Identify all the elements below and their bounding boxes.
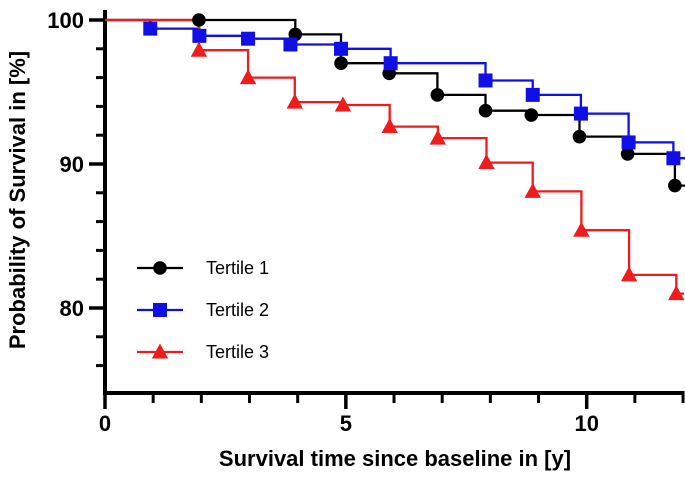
data-point-marker: [478, 154, 495, 170]
data-point-marker: [286, 93, 303, 109]
legend-item-tertile-1: Tertile 1: [137, 257, 269, 279]
triangle-marker-icon: [137, 341, 183, 363]
markers-tertile-2: [143, 21, 681, 166]
x-tick-label: 10: [574, 411, 598, 436]
data-point-marker: [190, 41, 208, 57]
circle-marker-icon: [137, 257, 183, 279]
data-point-marker: [381, 118, 398, 134]
y-tick-label: 80: [60, 296, 84, 321]
legend-item-tertile-3: Tertile 3: [137, 341, 269, 363]
data-point-marker: [153, 261, 167, 275]
data-point-marker: [524, 182, 541, 198]
x-tick-label: 0: [99, 411, 111, 436]
data-point-marker: [153, 303, 167, 317]
markers-tertile-3: [190, 41, 685, 301]
data-point-marker: [383, 56, 398, 71]
data-point-marker: [620, 266, 638, 282]
legend: Tertile 1 Tertile 2 Tertile 3: [137, 257, 269, 363]
markers-tertile-1: [192, 13, 682, 193]
data-point-marker: [241, 31, 256, 46]
circle-legend-key: [137, 261, 183, 275]
data-point-marker: [334, 41, 349, 56]
square-legend-key: [137, 303, 183, 317]
data-point-marker: [524, 108, 539, 122]
data-point-marker: [334, 56, 348, 70]
data-point-marker: [429, 129, 447, 145]
data-point-marker: [525, 87, 540, 102]
data-point-marker: [478, 73, 493, 88]
data-point-marker: [239, 69, 257, 85]
legend-item-tertile-2: Tertile 2: [137, 299, 269, 321]
data-point-marker: [620, 147, 635, 161]
data-point-marker: [143, 21, 158, 36]
survival-curve-tertile-1: [105, 18, 685, 187]
legend-label: Tertile 3: [206, 341, 270, 362]
y-tick-label: 100: [47, 8, 84, 33]
data-point-marker: [151, 343, 169, 359]
square-marker-icon: [137, 299, 183, 321]
legend-label: Tertile 1: [206, 257, 270, 278]
data-point-marker: [192, 13, 206, 27]
data-point-marker: [283, 37, 298, 52]
data-point-marker: [573, 106, 588, 121]
data-point-marker: [430, 88, 445, 102]
y-axis-title: Probability of Survival in [%]: [5, 50, 30, 350]
data-point-marker: [478, 103, 493, 118]
data-point-marker: [668, 178, 682, 193]
x-axis-title: Survival time since baseline in [y]: [218, 446, 572, 471]
x-tick-label: 5: [340, 411, 352, 436]
data-point-marker: [573, 221, 590, 237]
data-point-marker: [621, 135, 636, 150]
y-tick-label: 90: [60, 152, 84, 177]
data-point-marker: [192, 28, 207, 43]
triangle-legend-key: [137, 343, 183, 359]
legend-label: Tertile 2: [206, 299, 270, 320]
data-point-marker: [668, 285, 685, 301]
data-point-marker: [666, 151, 681, 166]
data-point-marker: [334, 96, 352, 112]
data-point-marker: [572, 129, 587, 144]
